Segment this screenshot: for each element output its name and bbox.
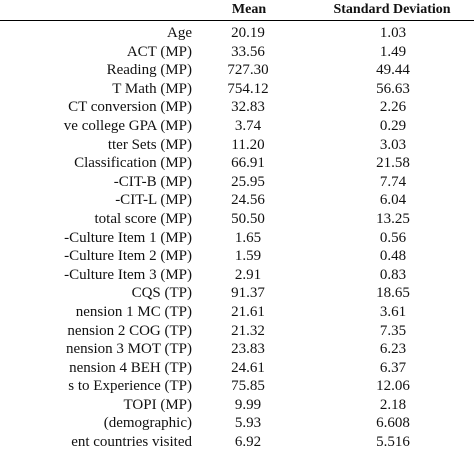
mean-value: 754.12: [227, 80, 269, 97]
mean-value: 32.83: [231, 99, 265, 116]
mean-value: 50.50: [231, 210, 265, 227]
table-header: Mean Standard Deviation: [0, 0, 474, 21]
table-row: -CIT-L (MP) 24.56 6.04: [0, 191, 474, 210]
column-header-standard-deviation: Standard Deviation: [333, 2, 451, 17]
row-label: nension 4 BEH (TP): [69, 359, 192, 376]
table-body: Age 20.19 1.03 ACT (MP) 33.56 1.49 Readi…: [0, 24, 474, 452]
sd-value: 0.83: [379, 266, 407, 283]
sd-value: 7.74: [379, 173, 407, 190]
mean-value: 727.30: [227, 62, 269, 79]
row-label: CT conversion (MP): [68, 99, 192, 116]
mean-value: 3.74: [234, 117, 262, 134]
row-label: ACT (MP): [126, 43, 192, 60]
table-row: CT conversion (MP) 32.83 2.26: [0, 98, 474, 117]
row-label: -CIT-L (MP): [115, 192, 192, 209]
table-row: Classification (MP) 66.91 21.58: [0, 154, 474, 173]
column-header-mean: Mean: [231, 2, 267, 17]
row-label: -Culture Item 1 (MP): [64, 229, 192, 246]
sd-value: 2.26: [379, 99, 407, 116]
mean-value: 33.56: [231, 43, 265, 60]
table-row: ve college GPA (MP) 3.74 0.29: [0, 117, 474, 136]
row-label: nension 1 MC (TP): [75, 303, 192, 320]
mean-value: 1.59: [234, 248, 262, 265]
table-row: T Math (MP) 754.12 56.63: [0, 80, 474, 99]
sd-value: 0.29: [379, 117, 407, 134]
mean-value: 20.19: [231, 25, 265, 41]
sd-value: 21.58: [376, 155, 410, 172]
row-label: TOPI (MP): [123, 396, 192, 413]
sd-value: 1.49: [379, 43, 407, 60]
table-row: nension 1 MC (TP) 21.61 3.61: [0, 303, 474, 322]
mean-value: 5.93: [234, 415, 262, 432]
mean-value: 23.83: [231, 341, 265, 358]
row-label: nension 2 COG (TP): [67, 322, 192, 339]
row-label: CQS (TP): [131, 285, 192, 302]
row-label: (demographic): [103, 415, 192, 432]
row-label: nension 3 MOT (TP): [66, 341, 192, 358]
table-row: Reading (MP) 727.30 49.44: [0, 61, 474, 80]
sd-value: 3.61: [379, 303, 407, 320]
sd-value: 0.48: [379, 248, 407, 265]
sd-value: 3.03: [379, 136, 407, 153]
sd-value: 5.516: [376, 434, 410, 451]
mean-value: 6.92: [234, 434, 262, 451]
sd-value: 2.18: [379, 396, 407, 413]
table-row: total score (MP) 50.50 13.25: [0, 210, 474, 229]
mean-value: 24.61: [231, 359, 265, 376]
table-row: nension 4 BEH (TP) 24.61 6.37: [0, 359, 474, 378]
table-row: (demographic) 5.93 6.608: [0, 414, 474, 433]
mean-value: 21.61: [231, 303, 265, 320]
table-row: TOPI (MP) 9.99 2.18: [0, 396, 474, 415]
row-label: total score (MP): [94, 210, 192, 227]
mean-value: 2.91: [234, 266, 262, 283]
sd-value: 56.63: [376, 80, 410, 97]
table-row: tter Sets (MP) 11.20 3.03: [0, 136, 474, 155]
sd-value: 6.04: [379, 192, 407, 209]
row-label: Age: [167, 25, 192, 41]
mean-value: 91.37: [231, 285, 265, 302]
mean-value: 11.20: [231, 136, 265, 153]
table-row: -Culture Item 2 (MP) 1.59 0.48: [0, 247, 474, 266]
row-label: ve college GPA (MP): [63, 117, 192, 134]
sd-value: 12.06: [376, 378, 410, 395]
mean-value: 21.32: [231, 322, 265, 339]
mean-value: 25.95: [231, 173, 265, 190]
sd-value: 6.23: [379, 341, 407, 358]
table-row: nension 2 COG (TP) 21.32 7.35: [0, 322, 474, 341]
mean-value: 66.91: [231, 155, 265, 172]
row-label: s to Experience (TP): [68, 378, 192, 395]
sd-value: 0.56: [379, 229, 407, 246]
sd-value: 18.65: [376, 285, 410, 302]
sd-value: 6.37: [379, 359, 407, 376]
table-row: ent countries visited 6.92 5.516: [0, 433, 474, 452]
table-row: -Culture Item 3 (MP) 2.91 0.83: [0, 266, 474, 285]
mean-value: 9.99: [234, 396, 262, 413]
sd-value: 6.608: [376, 415, 410, 432]
row-label: Classification (MP): [74, 155, 192, 172]
table-row: Age 20.19 1.03: [0, 24, 474, 43]
mean-value: 24.56: [231, 192, 265, 209]
row-label: T Math (MP): [112, 80, 192, 97]
table-row: -CIT-B (MP) 25.95 7.74: [0, 173, 474, 192]
row-label: ent countries visited: [71, 434, 192, 451]
table-row: CQS (TP) 91.37 18.65: [0, 284, 474, 303]
table-row: ACT (MP) 33.56 1.49: [0, 43, 474, 62]
table-row: -Culture Item 1 (MP) 1.65 0.56: [0, 229, 474, 248]
table-row: s to Experience (TP) 75.85 12.06: [0, 377, 474, 396]
mean-value: 1.65: [234, 229, 262, 246]
row-label: -Culture Item 2 (MP): [64, 248, 192, 265]
table-row: nension 3 MOT (TP) 23.83 6.23: [0, 340, 474, 359]
sd-value: 49.44: [376, 62, 410, 79]
row-label: -CIT-B (MP): [113, 173, 192, 190]
row-label: Reading (MP): [106, 62, 192, 79]
row-label: -Culture Item 3 (MP): [64, 266, 192, 283]
sd-value: 7.35: [379, 322, 407, 339]
row-label: tter Sets (MP): [107, 136, 192, 153]
mean-value: 75.85: [231, 378, 265, 395]
sd-value: 13.25: [376, 210, 410, 227]
sd-value: 1.03: [379, 25, 407, 41]
